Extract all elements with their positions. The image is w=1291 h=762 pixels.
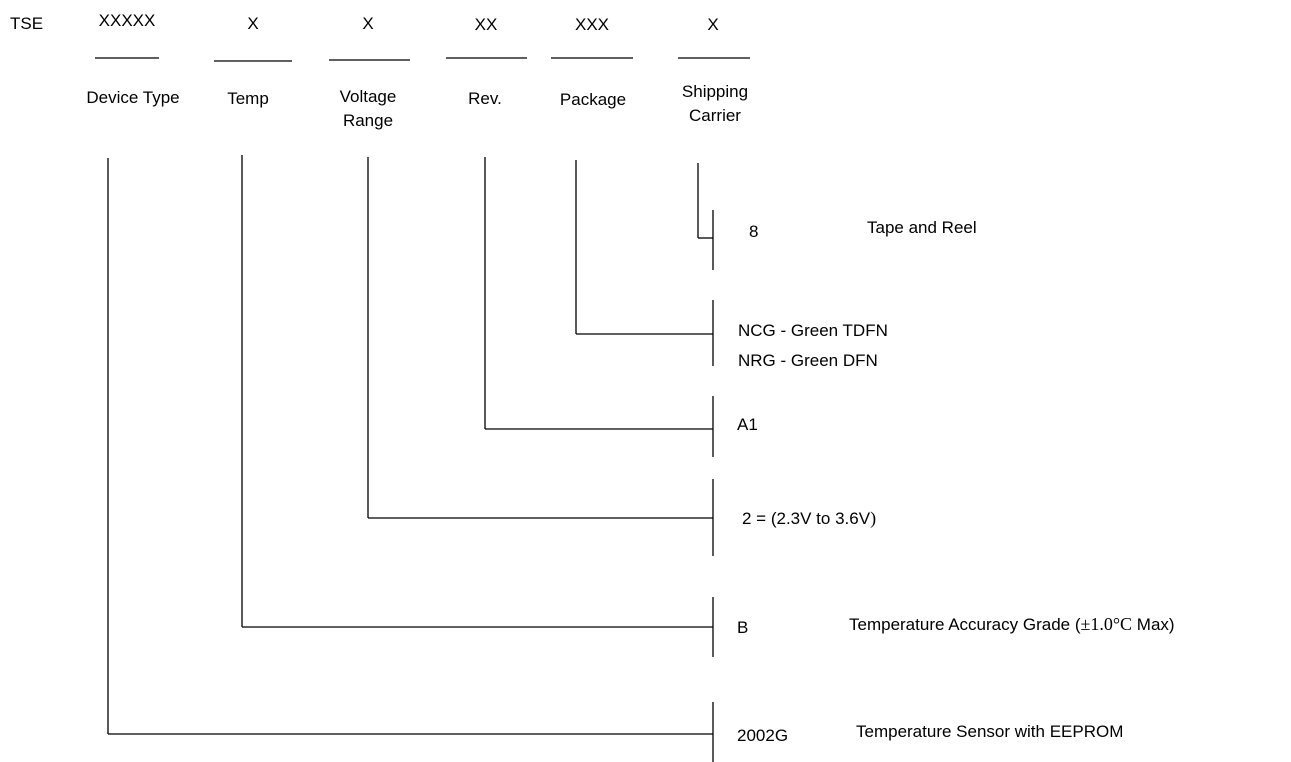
code-temp: X [247, 14, 259, 33]
code-rev: XX [474, 15, 498, 34]
option-revision-code: A1 [737, 415, 758, 434]
part-prefix: TSE [10, 14, 44, 33]
label-voltage-line2: Range [342, 111, 394, 130]
option-temp-value: ±1.0°C [1080, 614, 1133, 634]
label-shipping-line2: Carrier [689, 106, 741, 125]
option-voltage-code: 2 = (2.3V to 3.6V) [742, 508, 876, 529]
option-voltage-close-paren: ) [870, 508, 877, 528]
option-package-line2: NRG - Green DFN [738, 351, 878, 370]
label-device-type: Device Type [86, 88, 180, 107]
code-voltage: X [362, 14, 374, 33]
option-device-description: Temperature Sensor with EEPROM [856, 722, 1124, 741]
option-temp-code: B [737, 618, 749, 637]
option-shipping-code: 8 [749, 222, 759, 241]
code-device-type: XXXXX [98, 11, 156, 30]
label-temp: Temp [227, 89, 269, 108]
option-device-code: 2002G [737, 726, 789, 745]
option-voltage-text: 2 = (2.3V to 3.6V [742, 509, 871, 528]
label-rev: Rev. [468, 89, 502, 108]
code-package: XXX [574, 15, 610, 34]
label-voltage-line1: Voltage [339, 87, 397, 106]
option-shipping-description: Tape and Reel [867, 218, 977, 237]
code-shipping: X [707, 15, 719, 34]
option-temp-suffix: Max) [1132, 615, 1175, 634]
option-temp-description-text: Temperature Accuracy Grade ( [849, 615, 1081, 634]
label-package: Package [559, 90, 627, 109]
option-temp-description: Temperature Accuracy Grade (±1.0°C Max) [849, 614, 1175, 635]
label-shipping-line1: Shipping [681, 82, 749, 101]
option-package-line1: NCG - Green TDFN [738, 321, 888, 340]
